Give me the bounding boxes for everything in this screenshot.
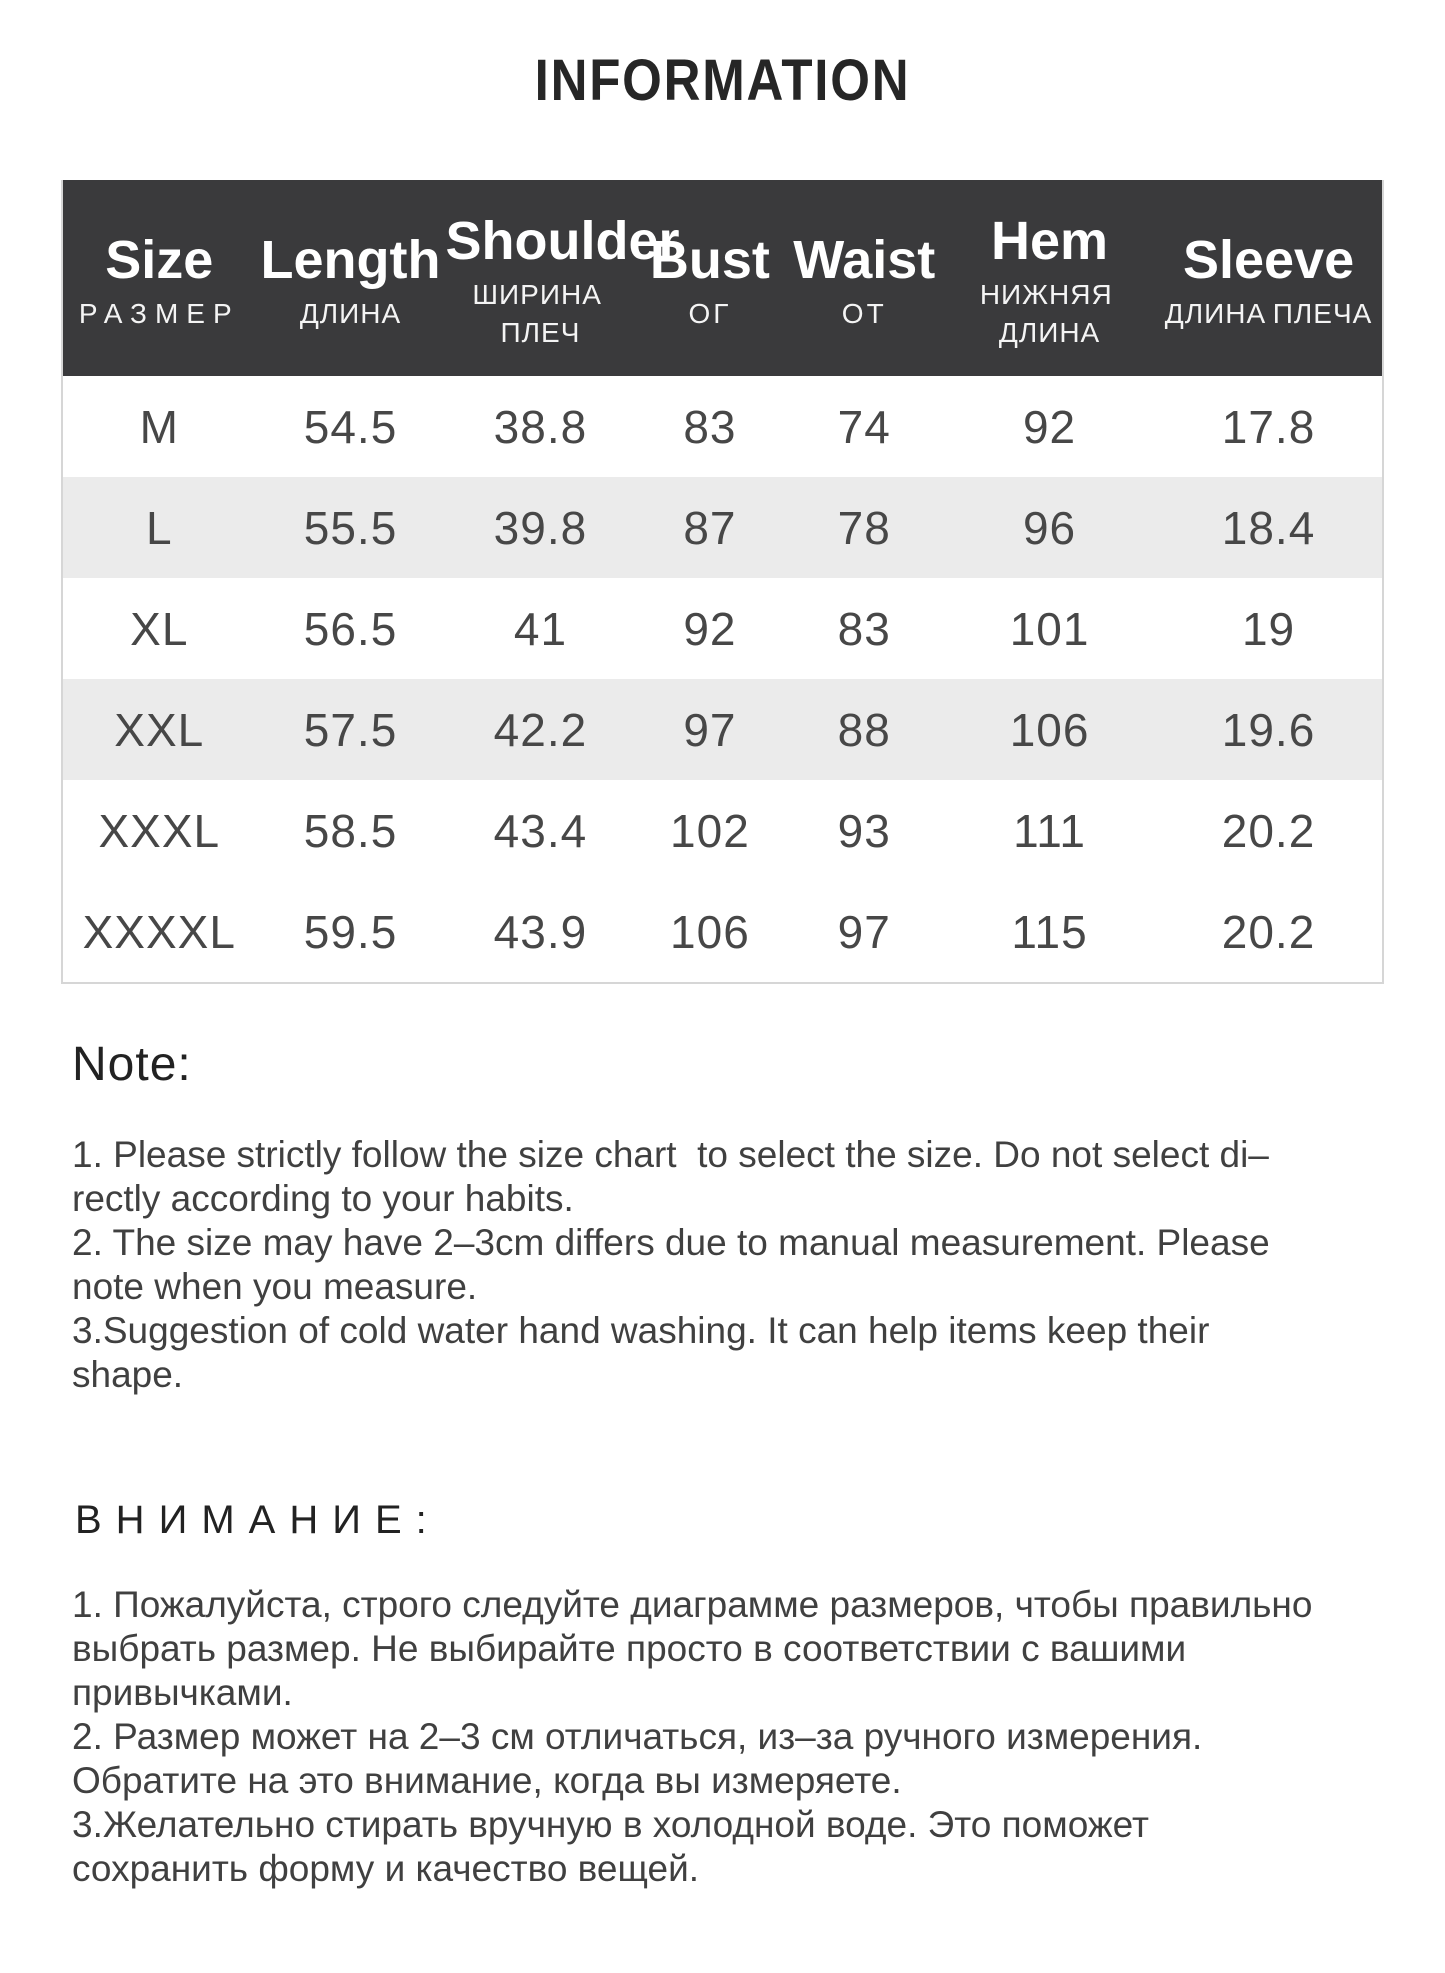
- table-cell: 93: [784, 780, 945, 881]
- table-row: XXL 57.5 42.2 97 88 106 19.6: [63, 679, 1382, 780]
- column-header-bust: Bust ОГ: [635, 180, 785, 376]
- notes-paragraph-ru: 1. Пожалуйста, строго следуйте диаграмме…: [72, 1583, 1445, 1891]
- table-cell: 59.5: [255, 881, 446, 982]
- table-cell: 97: [784, 881, 945, 982]
- table-row: XL 56.5 41 92 83 101 19: [63, 578, 1382, 679]
- column-header-size: Size РАЗМЕР: [63, 180, 256, 376]
- table-cell: 74: [784, 376, 945, 477]
- note-line: 1. Пожалуйста, строго следуйте диаграмме…: [72, 1584, 1313, 1625]
- table-cell: 54.5: [255, 376, 446, 477]
- table-cell: 43.9: [445, 881, 636, 982]
- table-cell: 97: [635, 679, 785, 780]
- column-header-waist-ru: ОТ: [841, 298, 887, 329]
- table-cell: 38.8: [445, 376, 636, 477]
- size-chart-table-container: Size РАЗМЕР Length ДЛИНА Shoulder ШИРИНА…: [61, 180, 1384, 984]
- note-line: привычками.: [72, 1672, 293, 1713]
- notes-paragraph-en: 1. Please strictly follow the size chart…: [72, 1133, 1445, 1397]
- column-header-sleeve-en: Sleeve: [1182, 230, 1355, 290]
- table-cell: 39.8: [445, 477, 636, 578]
- table-cell: L: [63, 477, 256, 578]
- column-header-hem-ru: НИЖНЯЯ ДЛИНА: [979, 279, 1120, 348]
- note-line: 2. The size may have 2–3cm differs due t…: [72, 1222, 1270, 1263]
- table-body: M 54.5 38.8 83 74 92 17.8 L 55.5 39.8 87 78 96 18.4 XL…: [63, 376, 1382, 982]
- column-header-bust-ru: ОГ: [688, 298, 732, 329]
- table-cell: M: [63, 376, 256, 477]
- column-header-hem-en: Hem: [991, 211, 1109, 271]
- note-line: сохранить форму и качество вещей.: [72, 1848, 700, 1889]
- table-cell: 20.2: [1155, 881, 1382, 982]
- table-cell: 20.2: [1155, 780, 1382, 881]
- column-header-shoulder-ru: ШИРИНА ПЛЕЧ: [472, 279, 609, 348]
- note-line: Обратите на это внимание, когда вы измер…: [72, 1760, 902, 1801]
- note-line: 3.Suggestion of cold water hand washing.…: [72, 1310, 1210, 1351]
- table-cell: 19.6: [1155, 679, 1382, 780]
- table-row: M 54.5 38.8 83 74 92 17.8: [63, 376, 1382, 477]
- column-header-size-en: Size: [105, 230, 214, 290]
- note-line: rectly according to your habits.: [72, 1178, 574, 1219]
- table-cell: 88: [784, 679, 945, 780]
- table-cell: 58.5: [255, 780, 446, 881]
- table-cell: 78: [784, 477, 945, 578]
- table-cell: 96: [944, 477, 1156, 578]
- notes-heading-en: Note:: [72, 1038, 192, 1091]
- table-cell: 111: [944, 780, 1156, 881]
- table-cell: XL: [63, 578, 256, 679]
- column-header-waist-en: Waist: [793, 230, 936, 290]
- column-header-shoulder-en: Shoulder: [445, 211, 680, 271]
- column-header-length: Length ДЛИНА: [255, 180, 446, 376]
- page-title: INFORMATION: [534, 48, 911, 113]
- table-row: XXXL 58.5 43.4 102 93 111 20.2: [63, 780, 1382, 881]
- note-line: note when you measure.: [72, 1266, 478, 1307]
- column-header-waist: Waist ОТ: [784, 180, 945, 376]
- note-line: 1. Please strictly follow the size chart…: [72, 1134, 1269, 1175]
- table-row: XXXXL 59.5 43.9 106 97 115 20.2: [63, 881, 1382, 982]
- table-cell: 101: [944, 578, 1156, 679]
- notes-heading-ru: ВНИМАНИЕ:: [75, 1498, 441, 1542]
- size-chart-table: Size РАЗМЕР Length ДЛИНА Shoulder ШИРИНА…: [63, 180, 1382, 982]
- table-cell: 87: [635, 477, 785, 578]
- column-header-hem: Hem НИЖНЯЯ ДЛИНА: [944, 180, 1156, 376]
- table-row: L 55.5 39.8 87 78 96 18.4: [63, 477, 1382, 578]
- table-header: Size РАЗМЕР Length ДЛИНА Shoulder ШИРИНА…: [63, 180, 1382, 376]
- table-cell: 92: [944, 376, 1156, 477]
- table-cell: XXXXL: [63, 881, 256, 982]
- table-cell: XXXL: [63, 780, 256, 881]
- table-cell: 83: [635, 376, 785, 477]
- table-cell: 57.5: [255, 679, 446, 780]
- column-header-sleeve-ru: ДЛИНА ПЛЕЧА: [1164, 298, 1373, 329]
- note-line: 3.Желательно стирать вручную в холодной …: [72, 1804, 1149, 1845]
- table-cell: 42.2: [445, 679, 636, 780]
- column-header-length-en: Length: [260, 230, 441, 290]
- column-header-shoulder: Shoulder ШИРИНА ПЛЕЧ: [445, 180, 680, 376]
- table-cell: 83: [784, 578, 945, 679]
- note-line: shape.: [72, 1354, 184, 1395]
- table-cell: 106: [635, 881, 785, 982]
- table-cell: 41: [445, 578, 636, 679]
- column-header-bust-en: Bust: [649, 230, 770, 290]
- note-line: выбрать размер. Не выбирайте просто в со…: [72, 1628, 1187, 1669]
- table-cell: 92: [635, 578, 785, 679]
- table-cell: 43.4: [445, 780, 636, 881]
- note-line: 2. Размер может на 2–3 см отличаться, из…: [72, 1716, 1203, 1757]
- table-cell: 55.5: [255, 477, 446, 578]
- column-header-sleeve: Sleeve ДЛИНА ПЛЕЧА: [1155, 180, 1382, 376]
- table-cell: 106: [944, 679, 1156, 780]
- table-cell: 102: [635, 780, 785, 881]
- table-cell: 115: [944, 881, 1156, 982]
- table-cell: 56.5: [255, 578, 446, 679]
- column-header-length-ru: ДЛИНА: [299, 298, 402, 329]
- table-cell: 17.8: [1155, 376, 1382, 477]
- table-cell: XXL: [63, 679, 256, 780]
- column-header-size-ru: РАЗМЕР: [78, 298, 240, 329]
- table-cell: 18.4: [1155, 477, 1382, 578]
- table-cell: 19: [1155, 578, 1382, 679]
